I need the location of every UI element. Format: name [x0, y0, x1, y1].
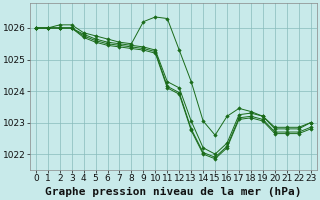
X-axis label: Graphe pression niveau de la mer (hPa): Graphe pression niveau de la mer (hPa): [45, 187, 301, 197]
